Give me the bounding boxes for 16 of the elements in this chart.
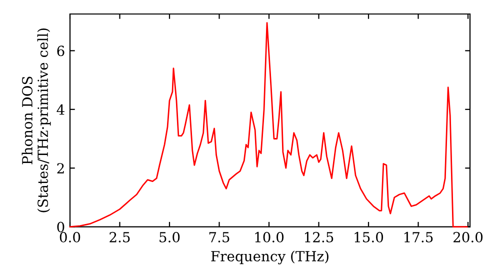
x-tick-label: 10.0 xyxy=(255,232,284,242)
x-tick-label: 0.0 xyxy=(60,232,80,242)
x-tick-label: 20.0 xyxy=(453,232,483,242)
x-tick-label: 12.5 xyxy=(304,232,334,242)
x-tick-label: 7.5 xyxy=(209,232,230,242)
line-series xyxy=(69,22,468,228)
y-axis-title: Phonon DOS (States/THz·primitive cell) xyxy=(22,28,51,212)
y-tick-label: 2 xyxy=(57,163,64,174)
x-tick-label: 2.5 xyxy=(110,232,130,242)
x-axis-title: Frequency (THz) xyxy=(211,250,328,264)
x-tick-label: 17.5 xyxy=(404,232,433,242)
y-tick-label: 4 xyxy=(56,104,64,115)
y-tick-label: 0 xyxy=(57,222,64,232)
x-tick-label: 15.0 xyxy=(354,232,384,242)
x-tick-label: 5.0 xyxy=(160,232,180,242)
y-tick-label: 6 xyxy=(57,46,64,56)
